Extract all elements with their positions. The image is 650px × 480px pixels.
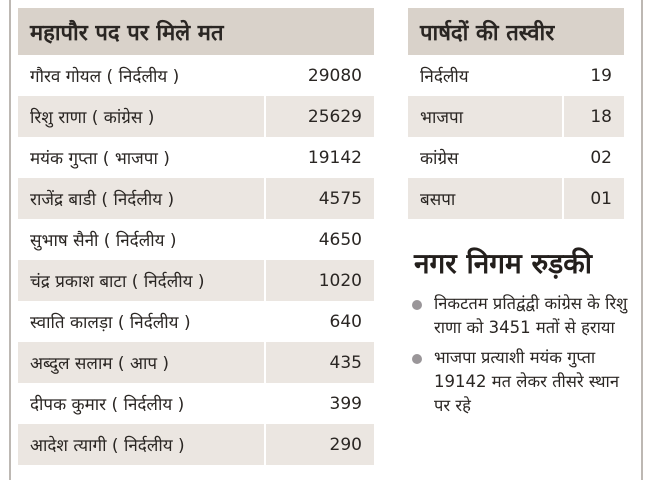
bullet-text: भाजपा प्रत्याशी मयंक गुप्ता 19142 मत लेक… xyxy=(434,348,619,415)
row-value: 290 xyxy=(264,424,374,465)
table-row: अब्दुल सलाम ( आप ) 435 xyxy=(18,342,374,383)
mayor-table-title: महापौर पद पर मिले मत xyxy=(18,8,374,55)
mayor-votes-table: महापौर पद पर मिले मत गौरव गोयल ( निर्दली… xyxy=(18,8,374,465)
row-label: निर्दलीय xyxy=(420,67,469,87)
row-value: 01 xyxy=(562,178,624,219)
row-label: भाजपा xyxy=(408,96,563,137)
row-label: गौरव गोयल ( निर्दलीय ) xyxy=(30,67,180,87)
bullet-text: निकटतम प्रतिद्वंद्वी कांग्रेस के रिशु रा… xyxy=(434,294,628,337)
table-row: गौरव गोयल ( निर्दलीय ) 29080 xyxy=(18,55,374,96)
councillor-table: पार्षदों की तस्वीर निर्दलीय 19 भाजपा 18 कांग… xyxy=(408,8,624,219)
table-row: सुभाष सैनी ( निर्दलीय ) 4650 xyxy=(18,219,374,260)
table-row: स्वाति कालड़ा ( निर्दलीय ) 640 xyxy=(18,301,374,342)
row-value: 18 xyxy=(562,96,624,137)
row-value: 1020 xyxy=(264,260,374,301)
table-row: भाजपा 18 xyxy=(408,96,624,137)
row-label: अब्दुल सलाम ( आप ) xyxy=(18,342,265,383)
row-label: सुभाष सैनी ( निर्दलीय ) xyxy=(30,231,177,251)
row-value: 29080 xyxy=(264,55,374,96)
table-row: आदेश त्यागी ( निर्दलीय ) 290 xyxy=(18,424,374,465)
row-value: 640 xyxy=(264,301,374,342)
row-label: कांग्रेस xyxy=(420,149,459,169)
table-row: कांग्रेस 02 xyxy=(408,137,624,178)
row-label: स्वाति कालड़ा ( निर्दलीय ) xyxy=(30,313,191,333)
table-row: बसपा 01 xyxy=(408,178,624,219)
row-value: 25629 xyxy=(264,96,374,137)
summary-heading: नगर निगम रुड़की xyxy=(414,247,593,280)
row-label: दीपक कुमार ( निर्दलीय ) xyxy=(30,395,185,415)
councillor-table-title: पार्षदों की तस्वीर xyxy=(408,8,624,55)
table-row: रिशु राणा ( कांग्रेस ) 25629 xyxy=(18,96,374,137)
row-label: राजेंद्र बाडी ( निर्दलीय ) xyxy=(18,178,265,219)
table-row: दीपक कुमार ( निर्दलीय ) 399 xyxy=(18,383,374,424)
bullet-dot-icon xyxy=(412,300,422,310)
summary-bullet: भाजपा प्रत्याशी मयंक गुप्ता 19142 मत लेक… xyxy=(410,346,630,418)
row-value: 4575 xyxy=(264,178,374,219)
table-row: राजेंद्र बाडी ( निर्दलीय ) 4575 xyxy=(18,178,374,219)
row-label: आदेश त्यागी ( निर्दलीय ) xyxy=(18,424,265,465)
table-row: चंद्र प्रकाश बाटा ( निर्दलीय ) 1020 xyxy=(18,260,374,301)
row-value: 4650 xyxy=(264,219,374,260)
row-label: रिशु राणा ( कांग्रेस ) xyxy=(18,96,265,137)
table-row: निर्दलीय 19 xyxy=(408,55,624,96)
right-divider xyxy=(641,0,643,480)
summary-bullets: निकटतम प्रतिद्वंद्वी कांग्रेस के रिशु रा… xyxy=(410,292,630,424)
row-value: 435 xyxy=(264,342,374,383)
row-value: 19142 xyxy=(264,137,374,178)
row-value: 19 xyxy=(562,55,624,96)
row-value: 399 xyxy=(264,383,374,424)
row-label: मयंक गुप्ता ( भाजपा ) xyxy=(30,149,170,169)
row-label: चंद्र प्रकाश बाटा ( निर्दलीय ) xyxy=(18,260,265,301)
left-divider xyxy=(9,0,11,480)
bullet-dot-icon xyxy=(412,354,422,364)
row-label: बसपा xyxy=(408,178,563,219)
row-value: 02 xyxy=(562,137,624,178)
summary-bullet: निकटतम प्रतिद्वंद्वी कांग्रेस के रिशु रा… xyxy=(410,292,630,340)
table-row: मयंक गुप्ता ( भाजपा ) 19142 xyxy=(18,137,374,178)
